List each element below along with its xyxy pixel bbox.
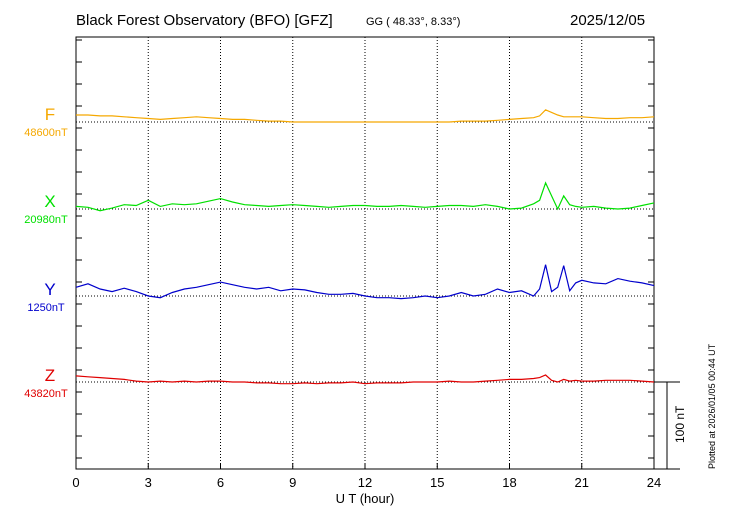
x-tick-label: 12 <box>358 475 372 490</box>
x-tick-label: 18 <box>502 475 516 490</box>
chart-title: Black Forest Observatory (BFO) [GFZ] <box>76 12 333 29</box>
x-axis: 0 3 6 9 12 15 18 21 24 <box>72 463 661 490</box>
plotted-timestamp: Plotted at 2026/01/05 00:44 UT <box>707 343 717 469</box>
series-line-y <box>75 264 655 300</box>
series-line-x <box>75 181 655 212</box>
series-group <box>75 109 655 385</box>
baseline-label-y: 1250nT <box>27 302 65 314</box>
x-tick-label: 9 <box>289 475 296 490</box>
component-label-f: F <box>45 105 55 124</box>
station-coordinates: GG ( 48.33°, 8.33°) <box>366 16 460 28</box>
x-axis-label: U T (hour) <box>336 491 395 506</box>
component-label-z: Z <box>45 366 55 385</box>
x-tick-label: 24 <box>647 475 661 490</box>
x-tick-label: 3 <box>145 475 152 490</box>
baseline-label-f: 48600nT <box>24 127 68 139</box>
x-tick-label: 6 <box>217 475 224 490</box>
grid <box>76 37 654 469</box>
baseline-label-z: 43820nT <box>24 388 68 400</box>
x-tick-label: 0 <box>72 475 79 490</box>
x-tick-label: 21 <box>575 475 589 490</box>
chart-date: 2025/12/05 <box>570 12 645 29</box>
component-labels: F 48600nT X 20980nT Y 1250nT Z 43820nT <box>24 105 68 400</box>
scale-bar: 100 nT <box>654 381 687 470</box>
series-line-z <box>75 374 655 385</box>
component-label-x: X <box>44 192 55 211</box>
series-line-f <box>76 109 655 123</box>
component-label-y: Y <box>44 280 55 299</box>
x-tick-label: 15 <box>430 475 444 490</box>
baseline-label-x: 20980nT <box>24 214 68 226</box>
scale-bar-label: 100 nT <box>673 405 687 443</box>
